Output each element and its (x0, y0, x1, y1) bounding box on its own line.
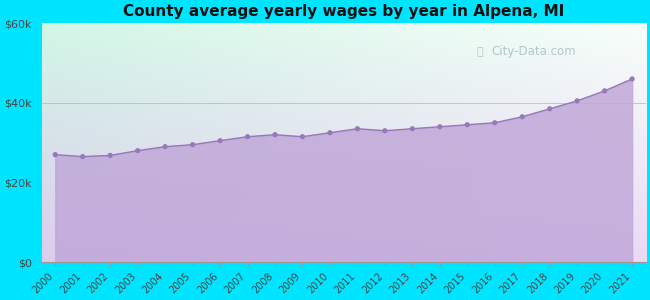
Point (545, 106, 555, 111)
Point (380, 128, 390, 133)
Point (462, 122, 473, 127)
Point (215, 138, 226, 143)
Point (517, 114, 527, 119)
Point (50, 152, 60, 157)
Point (133, 148, 143, 153)
Point (435, 124, 445, 129)
Text: City-Data.com: City-Data.com (492, 45, 577, 58)
Title: County average yearly wages by year in Alpena, MI: County average yearly wages by year in A… (123, 4, 564, 19)
Point (489, 120, 500, 125)
Point (297, 134, 307, 139)
Text: ⓘ: ⓘ (476, 47, 483, 57)
Point (325, 130, 335, 135)
Point (105, 153, 116, 158)
Point (187, 142, 198, 147)
Point (627, 76, 637, 81)
Point (242, 134, 253, 139)
Point (160, 144, 170, 149)
Point (352, 126, 363, 131)
Point (572, 98, 582, 103)
Point (77, 154, 88, 159)
Point (599, 88, 610, 93)
Point (270, 132, 280, 137)
Point (407, 126, 417, 131)
